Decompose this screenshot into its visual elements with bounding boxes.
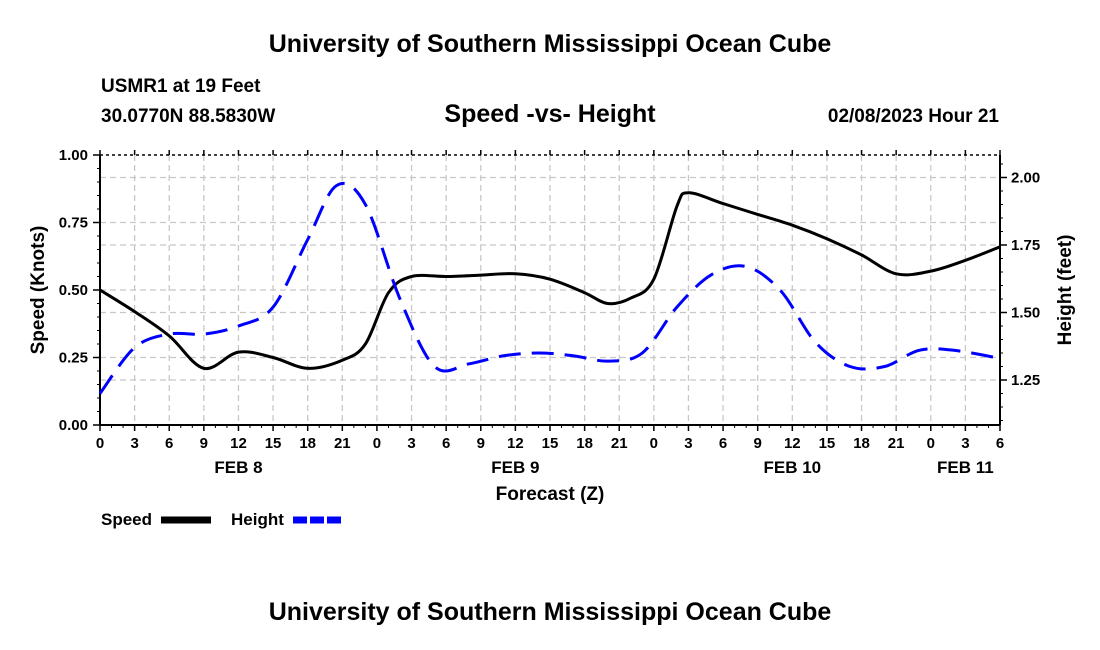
x-tick-label: 6 — [719, 435, 727, 452]
y-left-tick-label: 0.50 — [59, 282, 88, 299]
x-tick-label: 12 — [784, 435, 801, 452]
series-line-height — [98, 181, 1001, 395]
x-tick-label: 21 — [611, 435, 628, 452]
page-title: University of Southern Mississippi Ocean… — [268, 30, 832, 58]
y-left-tick-label: 0.00 — [59, 417, 88, 434]
x-tick-label: 3 — [407, 435, 415, 452]
x-tick-label: 0 — [650, 435, 658, 452]
x-tick-label: 21 — [888, 435, 905, 452]
x-tick-label: 18 — [299, 435, 316, 452]
x-tick-label: 6 — [996, 435, 1004, 452]
date-label: FEB 10 — [763, 458, 821, 477]
x-tick-label: 9 — [477, 435, 485, 452]
x-tick-label: 18 — [853, 435, 870, 452]
legend-label-speed: Speed — [101, 510, 152, 529]
x-tick-label: 9 — [200, 435, 208, 452]
x-tick-label: 15 — [265, 435, 282, 452]
footer-title: University of Southern Mississippi Ocean… — [268, 598, 832, 626]
x-tick-label: 12 — [507, 435, 524, 452]
x-tick-label: 3 — [684, 435, 692, 452]
x-tick-label: 18 — [576, 435, 593, 452]
date-label: FEB 9 — [491, 458, 539, 477]
date-label: FEB 11 — [937, 458, 994, 477]
x-tick-label: 21 — [334, 435, 351, 452]
y-right-tick-label: 1.75 — [1011, 237, 1040, 254]
x-tick-label: 6 — [442, 435, 450, 452]
y-left-tick-label: 0.25 — [59, 350, 88, 367]
y-right-axis-title: Height (feet) — [1055, 235, 1076, 346]
x-tick-label: 0 — [373, 435, 381, 452]
station-label: USMR1 at 19 Feet — [101, 76, 261, 97]
speed-height-chart: 0 3 6 9 12 15 18 21 0 3 6 9 12 15 18 21 0 3 6 9 12 15 18 21 0 3 6F… — [28, 147, 1076, 529]
x-tick-label: 0 — [927, 435, 935, 452]
y-left-axis-title: Speed (Knots) — [28, 226, 49, 355]
forecast-datetime: 02/08/2023 Hour 21 — [827, 106, 999, 127]
x-tick-label: 9 — [754, 435, 762, 452]
x-tick-label: 15 — [542, 435, 559, 452]
coordinates-label: 30.0770N 88.5830W — [101, 106, 276, 127]
y-left-tick-label: 0.75 — [59, 215, 88, 232]
legend-label-height: Height — [231, 510, 284, 529]
x-tick-label: 3 — [961, 435, 969, 452]
y-left-tick-label: 1.00 — [59, 147, 88, 164]
x-tick-label: 15 — [819, 435, 836, 452]
series-line-speed — [99, 191, 1001, 370]
x-tick-label: 6 — [165, 435, 173, 452]
y-right-tick-label: 1.25 — [1011, 372, 1040, 389]
x-tick-label: 3 — [130, 435, 138, 452]
y-right-tick-label: 2.00 — [1011, 169, 1040, 186]
x-tick-label: 12 — [230, 435, 247, 452]
x-axis-title: Forecast (Z) — [496, 484, 605, 505]
x-tick-label: 0 — [96, 435, 104, 452]
chart-title: Speed -vs- Height — [444, 100, 656, 128]
y-right-tick-label: 1.50 — [1011, 304, 1040, 321]
date-label: FEB 8 — [214, 458, 262, 477]
